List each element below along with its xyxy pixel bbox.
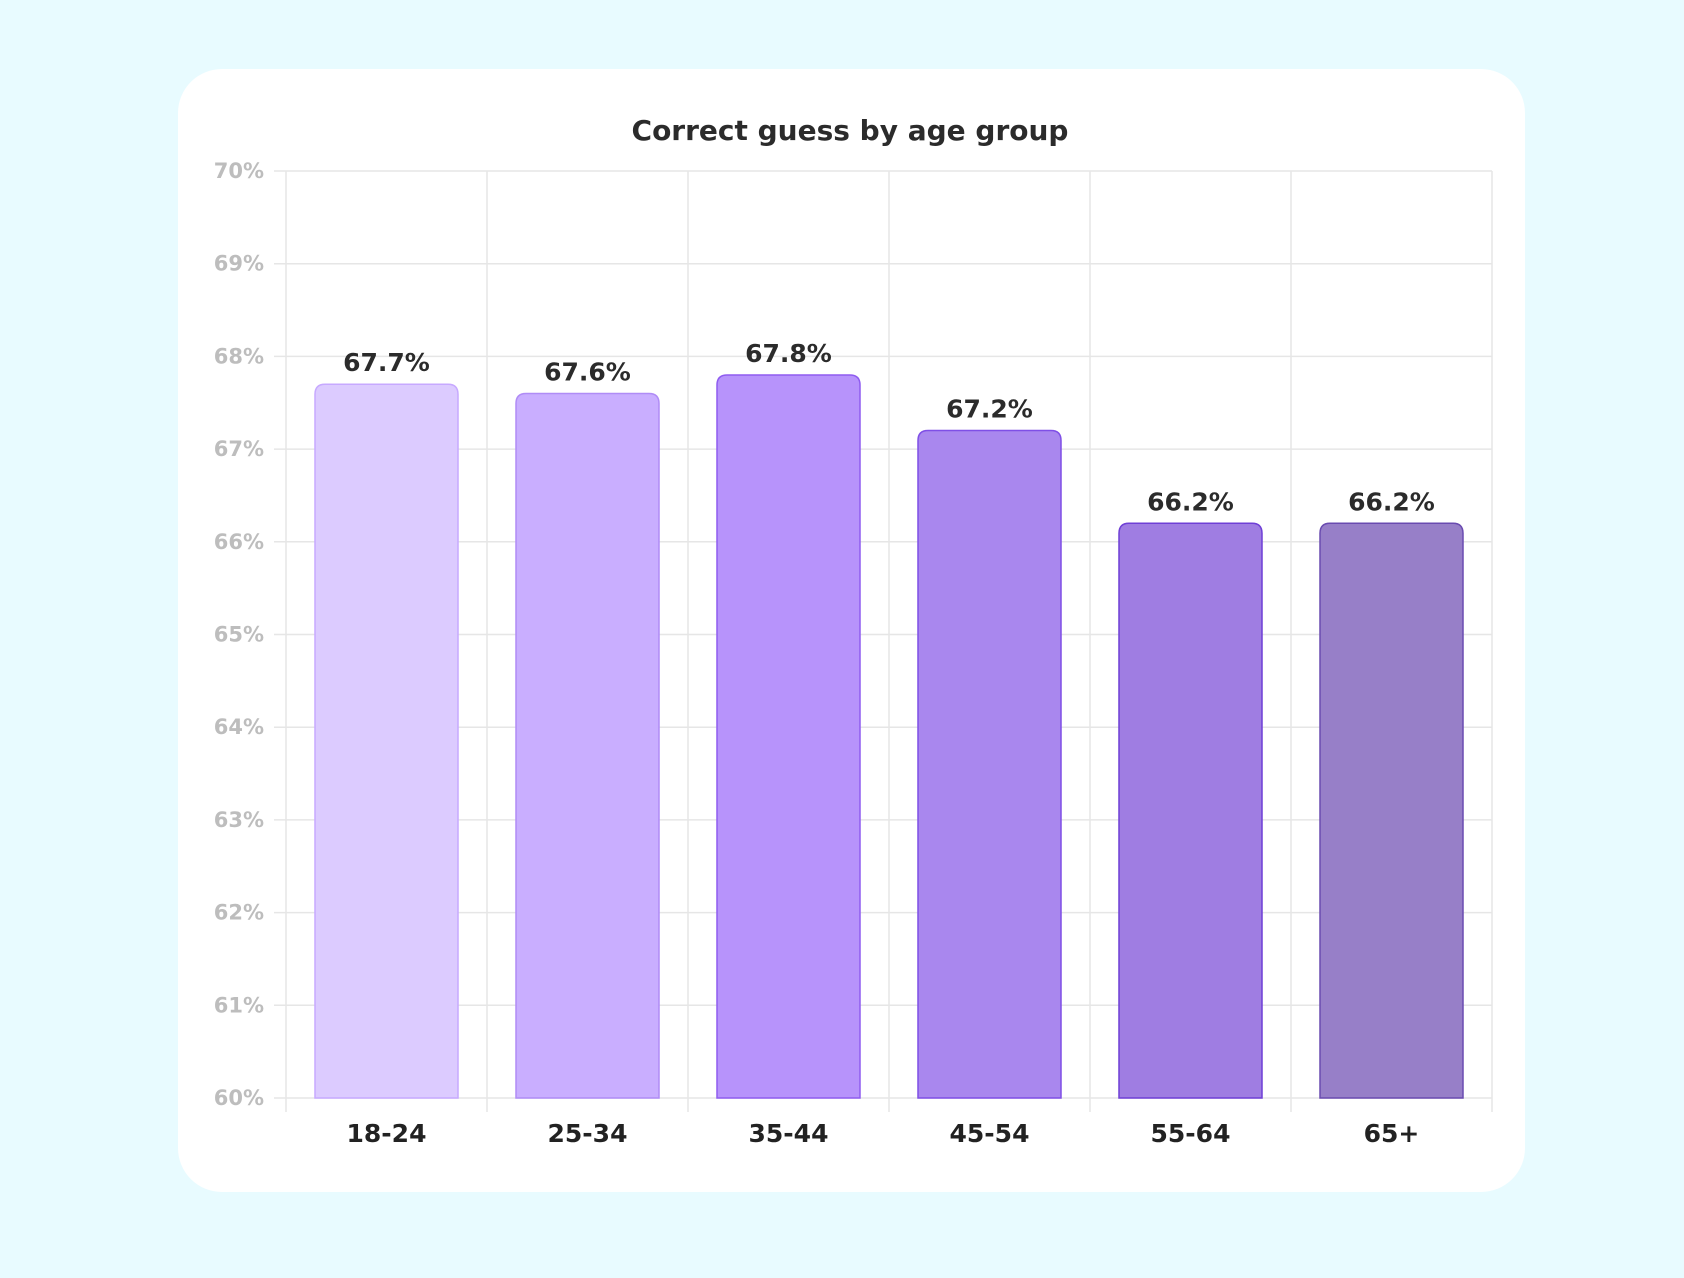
data-label: 67.2%: [946, 395, 1033, 424]
y-tick-label: 60%: [214, 1086, 264, 1110]
data-label: 67.6%: [544, 357, 631, 386]
bar-55-64: [1118, 522, 1263, 1099]
x-axis-ticks: 18-24 25-34 35-44 45-54 55-64 65+: [347, 1119, 1420, 1148]
y-tick-label: 61%: [214, 993, 264, 1017]
bar-65+: [1319, 522, 1464, 1099]
gridlines: [274, 170, 1493, 1112]
y-tick-label: 64%: [214, 715, 264, 739]
y-tick-label: 68%: [214, 344, 264, 368]
data-label: 67.8%: [745, 339, 832, 368]
y-tick-label: 70%: [214, 159, 264, 183]
data-label: 66.2%: [1147, 487, 1234, 516]
chart-card: Correct guess by age group 67.7% 67.6% 67.…: [178, 69, 1525, 1192]
y-tick-label: 66%: [214, 530, 264, 554]
bar-chart: Correct guess by age group 67.7% 67.6%67.…: [214, 114, 1493, 1148]
x-tick-label: 55-64: [1151, 1119, 1231, 1148]
y-tick-label: 63%: [214, 808, 264, 832]
data-label: 66.2%: [1348, 487, 1435, 516]
chart-title: Correct guess by age group: [632, 114, 1069, 147]
bar-45-54: [917, 429, 1062, 1099]
y-tick-label: 67%: [214, 437, 264, 461]
x-tick-label: 65+: [1364, 1119, 1420, 1148]
data-label: 67.7%: [343, 348, 430, 377]
data-labels: 67.7% 67.6% 67.8% 67.2% 66.2% 66.2%: [343, 339, 1435, 516]
x-tick-label: 18-24: [347, 1119, 427, 1148]
x-tick-label: 45-54: [950, 1119, 1030, 1148]
bar-18-24: [314, 383, 459, 1099]
y-tick-label: 65%: [214, 623, 264, 647]
y-axis-ticks: 60% 61% 62% 63% 64% 65% 66% 67% 68% 69% 70%: [214, 159, 264, 1110]
x-tick-label: 35-44: [749, 1119, 829, 1148]
y-tick-label: 62%: [214, 901, 264, 925]
x-tick-label: 25-34: [548, 1119, 628, 1148]
bars: [314, 374, 1464, 1099]
bar-25-34: [515, 392, 660, 1099]
bar-35-44: [716, 374, 861, 1099]
y-tick-label: 69%: [214, 252, 264, 276]
